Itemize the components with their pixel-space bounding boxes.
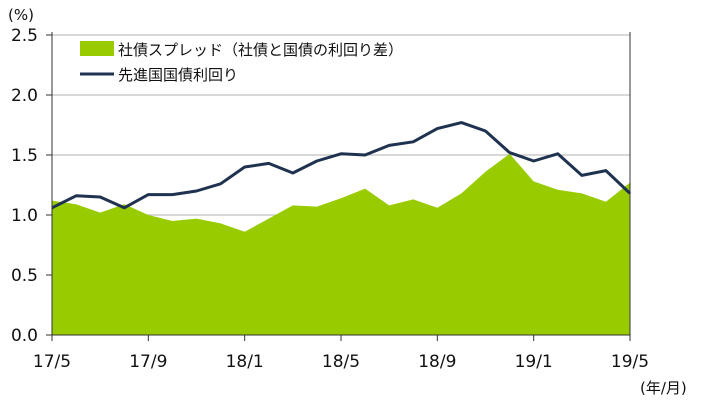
y-tick-label: 1.0 <box>11 206 38 226</box>
y-tick-label: 0.5 <box>11 266 38 286</box>
y-tick-label: 0.0 <box>11 326 38 346</box>
legend: 社債スプレッド（社債と国債の利回り差） 先進国国債利回り <box>80 41 403 84</box>
x-tick-label: 18/9 <box>418 352 456 372</box>
spread-area <box>52 154 630 335</box>
x-tick-label: 18/5 <box>322 352 360 372</box>
x-tick-label: 19/5 <box>611 352 649 372</box>
x-tick-label: 17/9 <box>129 352 167 372</box>
x-tick-label: 19/1 <box>515 352 553 372</box>
legend-label-yield: 先進国国債利回り <box>118 66 238 84</box>
y-axis-label: (%) <box>8 6 34 24</box>
y-tick-label: 2.5 <box>11 26 38 46</box>
x-tick-label: 18/1 <box>226 352 264 372</box>
legend-swatch-spread <box>80 41 114 56</box>
x-tick-label: 17/5 <box>33 352 71 372</box>
y-tick-label: 2.0 <box>11 86 38 106</box>
x-axis-label: (年/月) <box>640 379 687 397</box>
legend-label-spread: 社債スプレッド（社債と国債の利回り差） <box>118 41 403 59</box>
y-tick-label: 1.5 <box>11 146 38 166</box>
